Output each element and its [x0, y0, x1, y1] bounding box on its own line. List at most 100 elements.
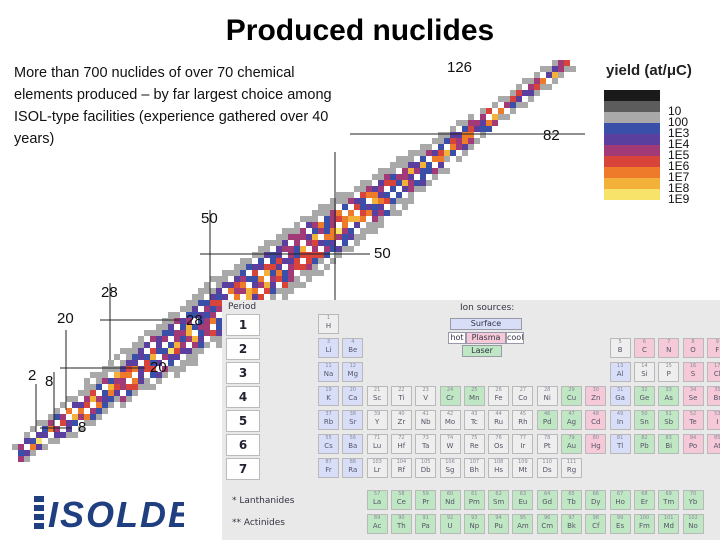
- element-symbol: Ag: [566, 418, 577, 426]
- yield-swatch: [604, 134, 660, 145]
- element-cell: 90 Th: [390, 514, 412, 534]
- element-cell: 50 Sn: [633, 410, 655, 430]
- element-symbol: Bk: [567, 522, 576, 530]
- element-symbol: H: [325, 322, 332, 330]
- element-number: 71: [373, 435, 381, 441]
- element-symbol: Sc: [372, 394, 382, 402]
- element-number: 24: [446, 387, 454, 393]
- element-cell: 110 Ds: [536, 458, 558, 478]
- actinides-label: ** Actinides: [232, 518, 285, 528]
- yield-swatch: [604, 178, 660, 189]
- yield-legend: yield (at/μC) 10 100 1E3 1E4 1E5 1E6 1E7 1E8 1E9: [598, 58, 718, 212]
- element-symbol: Tm: [663, 498, 675, 506]
- yield-legend-title: yield (at/μC): [606, 62, 692, 79]
- element-cell: 102 No: [682, 514, 704, 534]
- element-cell: 70 Yb: [682, 490, 704, 510]
- element-cell: 39 Y: [366, 410, 388, 430]
- element-symbol: Th: [397, 522, 406, 530]
- element-symbol: F: [715, 346, 720, 354]
- element-number: 106: [445, 459, 455, 465]
- element-cell: 3 Li: [318, 338, 339, 358]
- element-symbol: Cm: [541, 522, 554, 530]
- element-symbol: Yb: [688, 498, 698, 506]
- element-symbol: Rh: [518, 418, 528, 426]
- element-number: 53: [714, 411, 720, 417]
- element-number: 61: [471, 491, 478, 497]
- element-symbol: Po: [688, 442, 698, 450]
- element-cell: 12 Mg: [342, 362, 364, 382]
- yield-swatch: [604, 112, 660, 123]
- element-symbol: Am: [517, 522, 529, 530]
- source-plasma: Plasma: [466, 332, 506, 344]
- element-cell: 63 Eu: [512, 490, 534, 510]
- element-symbol: Br: [713, 394, 720, 402]
- element-cell: 66 Dy: [585, 490, 607, 510]
- element-cell: 29 Cu: [561, 386, 582, 406]
- element-symbol: Pa: [421, 522, 430, 530]
- element-symbol: Pr: [422, 498, 430, 506]
- element-cell: 74 W: [439, 434, 461, 454]
- element-symbol: Rg: [566, 466, 577, 474]
- magic-n82: 82: [543, 127, 560, 144]
- yield-level-label: 1E5: [668, 148, 690, 162]
- element-symbol: Tb: [567, 498, 576, 506]
- element-cell: 97 Bk: [561, 514, 582, 534]
- element-symbol: Ga: [615, 394, 625, 402]
- period-number: 3: [226, 362, 260, 384]
- element-symbol: Fe: [494, 394, 503, 402]
- element-number: 88: [349, 459, 356, 465]
- element-cell: 22 Ti: [390, 386, 412, 406]
- element-cell: 37 Rb: [318, 410, 339, 430]
- element-number: 44: [495, 411, 502, 417]
- element-number: 84: [689, 435, 697, 441]
- magic-z28: 28: [186, 312, 203, 329]
- element-number: 28: [544, 387, 551, 393]
- element-number: 67: [616, 491, 624, 497]
- element-symbol: Rf: [397, 466, 406, 474]
- magic-n2: 2: [28, 367, 36, 384]
- element-symbol: Rb: [323, 418, 334, 426]
- intro-text: More than 700 nuclides of over 70 chemic…: [8, 60, 350, 152]
- svg-text:ISOLDE: ISOLDE: [48, 496, 184, 532]
- element-symbol: Bh: [469, 466, 479, 474]
- element-symbol: Nb: [420, 418, 431, 426]
- source-surface: Surface: [450, 318, 522, 330]
- element-number: 16: [689, 363, 697, 369]
- element-symbol: La: [372, 498, 382, 506]
- element-number: 23: [422, 387, 429, 393]
- element-cell: 48 Cd: [585, 410, 607, 430]
- yield-swatch: [604, 101, 660, 112]
- element-number: 14: [641, 363, 648, 369]
- magic-n8: 8: [45, 373, 53, 390]
- yield-swatch: [604, 189, 660, 200]
- element-symbol: Ir: [520, 442, 526, 450]
- element-number: 105: [420, 459, 431, 465]
- element-cell: 103 Lr: [366, 458, 388, 478]
- yield-level-label: 1E3: [668, 126, 690, 140]
- element-symbol: In: [616, 418, 624, 426]
- element-symbol: Sg: [445, 466, 455, 474]
- element-cell: 106 Sg: [439, 458, 461, 478]
- element-cell: 62 Sm: [488, 490, 510, 510]
- source-hot: hot: [448, 332, 466, 344]
- element-number: 95: [519, 515, 527, 521]
- element-number: 92: [446, 515, 454, 521]
- element-symbol: Co: [518, 394, 528, 402]
- element-cell: 71 Lu: [366, 434, 388, 454]
- element-number: 109: [518, 459, 528, 465]
- element-number: 110: [542, 459, 552, 465]
- element-cell: 107 Bh: [463, 458, 485, 478]
- element-symbol: Te: [689, 418, 697, 426]
- element-symbol: Cl: [713, 370, 720, 378]
- element-cell: 92 U: [439, 514, 461, 534]
- element-symbol: Es: [616, 522, 625, 530]
- element-cell: 46 Pd: [536, 410, 558, 430]
- element-number: 77: [519, 435, 527, 441]
- period-number: 6: [226, 434, 260, 456]
- element-symbol: Ho: [615, 498, 625, 506]
- element-number: 63: [519, 491, 527, 497]
- element-number: 38: [349, 411, 356, 417]
- element-symbol: Ce: [396, 498, 406, 506]
- element-cell: 30 Zn: [585, 386, 607, 406]
